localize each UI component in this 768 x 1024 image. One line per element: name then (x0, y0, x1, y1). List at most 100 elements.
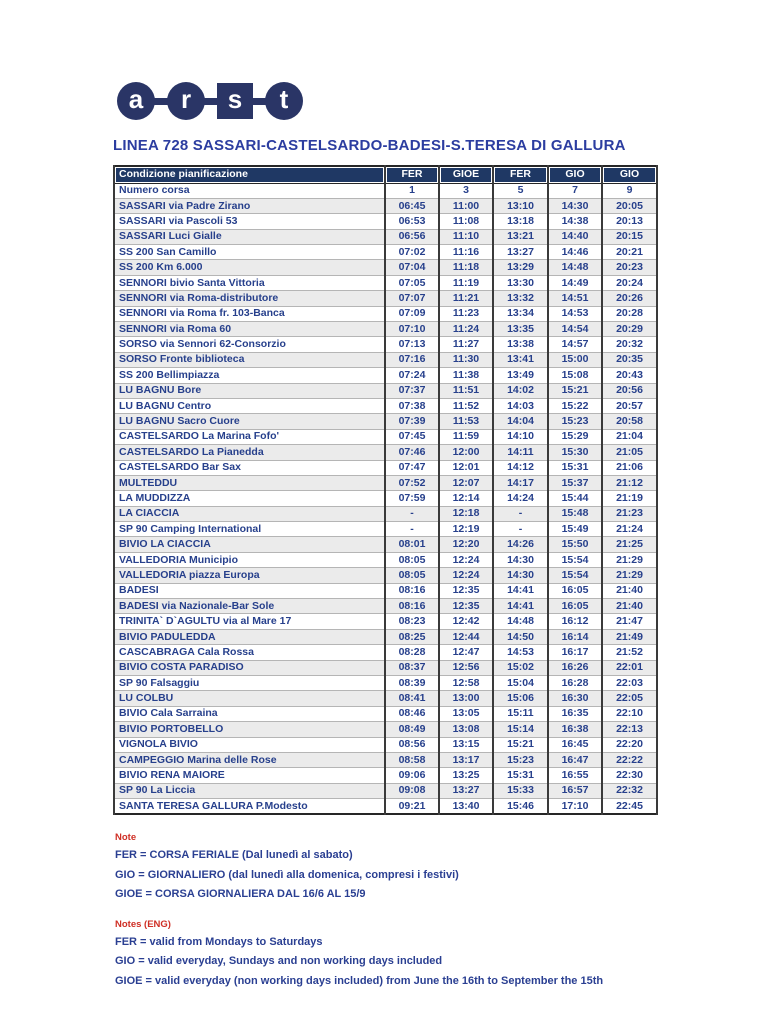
time-cell: 22:32 (601, 782, 658, 800)
stop-name: SS 200 Km 6.000 (113, 259, 386, 276)
time-cell: 07:07 (384, 290, 440, 307)
time-cell: 12:42 (438, 613, 494, 630)
time-cell: 15:50 (547, 536, 603, 553)
time-cell: 22:30 (601, 767, 658, 784)
time-cell: 14:40 (547, 228, 603, 246)
time-cell: 14:38 (547, 213, 603, 230)
table-row: LA MUDDIZZA 07:59 12:14 14:24 15:44 21:19 (113, 490, 658, 507)
table-row: SP 90 Camping International -12:19-15:49 2… (113, 521, 658, 538)
time-cell: 20:26 (601, 290, 658, 307)
stop-name: BIVIO RENA MAIORE (113, 767, 386, 784)
time-cell: 07:59 (384, 490, 440, 507)
time-cell: 21:05 (601, 444, 658, 461)
time-cell: 20:57 (601, 397, 658, 415)
time-cell: 13:32 (492, 290, 549, 307)
time-cell: 15:06 (492, 690, 549, 707)
time-cell: 20:56 (601, 382, 658, 399)
table-row: SP 90 Falsaggiu 08:39 12:58 15:04 16:28 22:03 (113, 674, 658, 692)
table-row: SANTA TERESA GALLURA P.Modesto 09:21 13:40… (113, 798, 658, 815)
time-cell: 12:47 (438, 644, 494, 661)
stop-name: BIVIO Cala Sarraina (113, 705, 386, 723)
time-cell: 14:53 (547, 305, 603, 323)
stop-name: BIVIO LA CIACCIA (113, 536, 386, 553)
time-cell: 15:29 (547, 428, 603, 446)
table-row: LU COLBU 08:41 13:00 15:06 16:30 22:05 (113, 690, 658, 707)
time-cell: 21:06 (601, 459, 658, 476)
time-cell: 13:41 (492, 351, 549, 369)
time-cell: 14:30 (492, 551, 549, 569)
table-row: TRINITA` D`AGULTU via al Mare 17 08:23 12:… (113, 613, 658, 630)
time-cell: 11:52 (438, 397, 494, 415)
stop-name: CASTELSARDO Bar Sax (113, 459, 386, 476)
table-row: CASTELSARDO La Pianedda 07:46 12:00 14:11 15… (113, 444, 658, 461)
table-row: SENNORI bivio Santa Vittoria 07:05 11:19 13… (113, 274, 658, 292)
stop-name: MULTEDDU (113, 474, 386, 492)
table-row: LA CIACCIA -12:18-15:48 21:23 (113, 505, 658, 523)
time-cell: 14:57 (547, 336, 603, 353)
time-cell: 07:46 (384, 444, 440, 461)
time-cell: 08:56 (384, 736, 440, 753)
stop-name: SENNORI bivio Santa Vittoria (113, 274, 386, 292)
time-cell: 13:15 (438, 736, 494, 753)
time-cell: 15:00 (547, 351, 603, 369)
time-cell: 12:14 (438, 490, 494, 507)
time-cell: 15:31 (547, 459, 603, 476)
time-cell: 14:41 (492, 598, 549, 615)
logo-circle-r: r (167, 82, 205, 120)
stop-name: SP 90 Camping International (113, 521, 386, 538)
stop-name: BIVIO PADULEDDA (113, 628, 386, 646)
stop-name: SENNORI via Roma fr. 103-Banca (113, 305, 386, 323)
time-cell: 21:25 (601, 536, 658, 553)
time-cell: 13:34 (492, 305, 549, 323)
stop-name: BADESI via Nazionale-Bar Sole (113, 598, 386, 615)
time-cell: 22:05 (601, 690, 658, 707)
header-service-type: FER (384, 165, 440, 184)
time-cell: 08:58 (384, 751, 440, 769)
time-cell: 20:28 (601, 305, 658, 323)
stop-name: SASSARI Luci Gialle (113, 228, 386, 246)
stop-name: CASTELSARDO La Pianedda (113, 444, 386, 461)
note-line: GIOE = CORSA GIORNALIERA DAL 16/6 AL 15/… (115, 888, 366, 901)
table-row: SORSO via Sennori 62-Consorzio 07:13 11:27… (113, 336, 658, 353)
logo-square-s: s (217, 83, 253, 119)
time-cell: 07:37 (384, 382, 440, 399)
time-cell: 13:27 (492, 244, 549, 261)
notes-italian: Note FER = CORSA FERIALE (Dal lunedì al … (115, 832, 658, 905)
time-cell: 16:05 (547, 598, 603, 615)
stop-name: SORSO Fronte biblioteca (113, 351, 386, 369)
time-cell: 22:10 (601, 705, 658, 723)
time-cell: - (492, 521, 549, 538)
time-cell: 16:28 (547, 674, 603, 692)
time-cell: 14:02 (492, 382, 549, 399)
time-cell: 12:00 (438, 444, 494, 461)
time-cell: 20:58 (601, 413, 658, 430)
table-row: SASSARI Luci Gialle 06:56 11:10 13:21 14:40 2… (113, 228, 658, 246)
notes-en-lines: FER = valid from Mondays to Saturdays GIO… (115, 933, 658, 992)
header-condizione: Condizione pianificazione (113, 165, 386, 184)
time-cell: 08:39 (384, 674, 440, 692)
time-cell: 21:52 (601, 644, 658, 661)
time-cell: 11:51 (438, 382, 494, 399)
time-cell: 07:47 (384, 459, 440, 476)
time-cell: 12:18 (438, 505, 494, 523)
note-line: FER = CORSA FERIALE (Dal lunedì al sabat… (115, 849, 353, 862)
time-cell: 16:55 (547, 767, 603, 784)
time-cell: 15:21 (547, 382, 603, 399)
note-line: GIO = valid everyday, Sundays and non wo… (115, 955, 443, 968)
corsa-number: 5 (492, 182, 549, 199)
time-cell: 14:50 (492, 628, 549, 646)
note-line: FER = valid from Mondays to Saturdays (115, 935, 323, 948)
time-cell: 13:10 (492, 197, 549, 215)
table-row: SS 200 San Camillo 07:02 11:16 13:27 14:46 20… (113, 244, 658, 261)
table-row: VIGNOLA BIVIO 08:56 13:15 15:21 16:45 22:20 (113, 736, 658, 753)
time-cell: 22:01 (601, 659, 658, 677)
table-row: SORSO Fronte biblioteca 07:16 11:30 13:41 15… (113, 351, 658, 369)
time-cell: 21:19 (601, 490, 658, 507)
time-cell: 20:21 (601, 244, 658, 261)
time-cell: 21:29 (601, 551, 658, 569)
header-service-type: GIOE (438, 165, 494, 184)
logo-circle-t: t (265, 82, 303, 120)
time-cell: 15:11 (492, 705, 549, 723)
time-cell: 14:48 (492, 613, 549, 630)
stop-name: LU BAGNU Sacro Cuore (113, 413, 386, 430)
